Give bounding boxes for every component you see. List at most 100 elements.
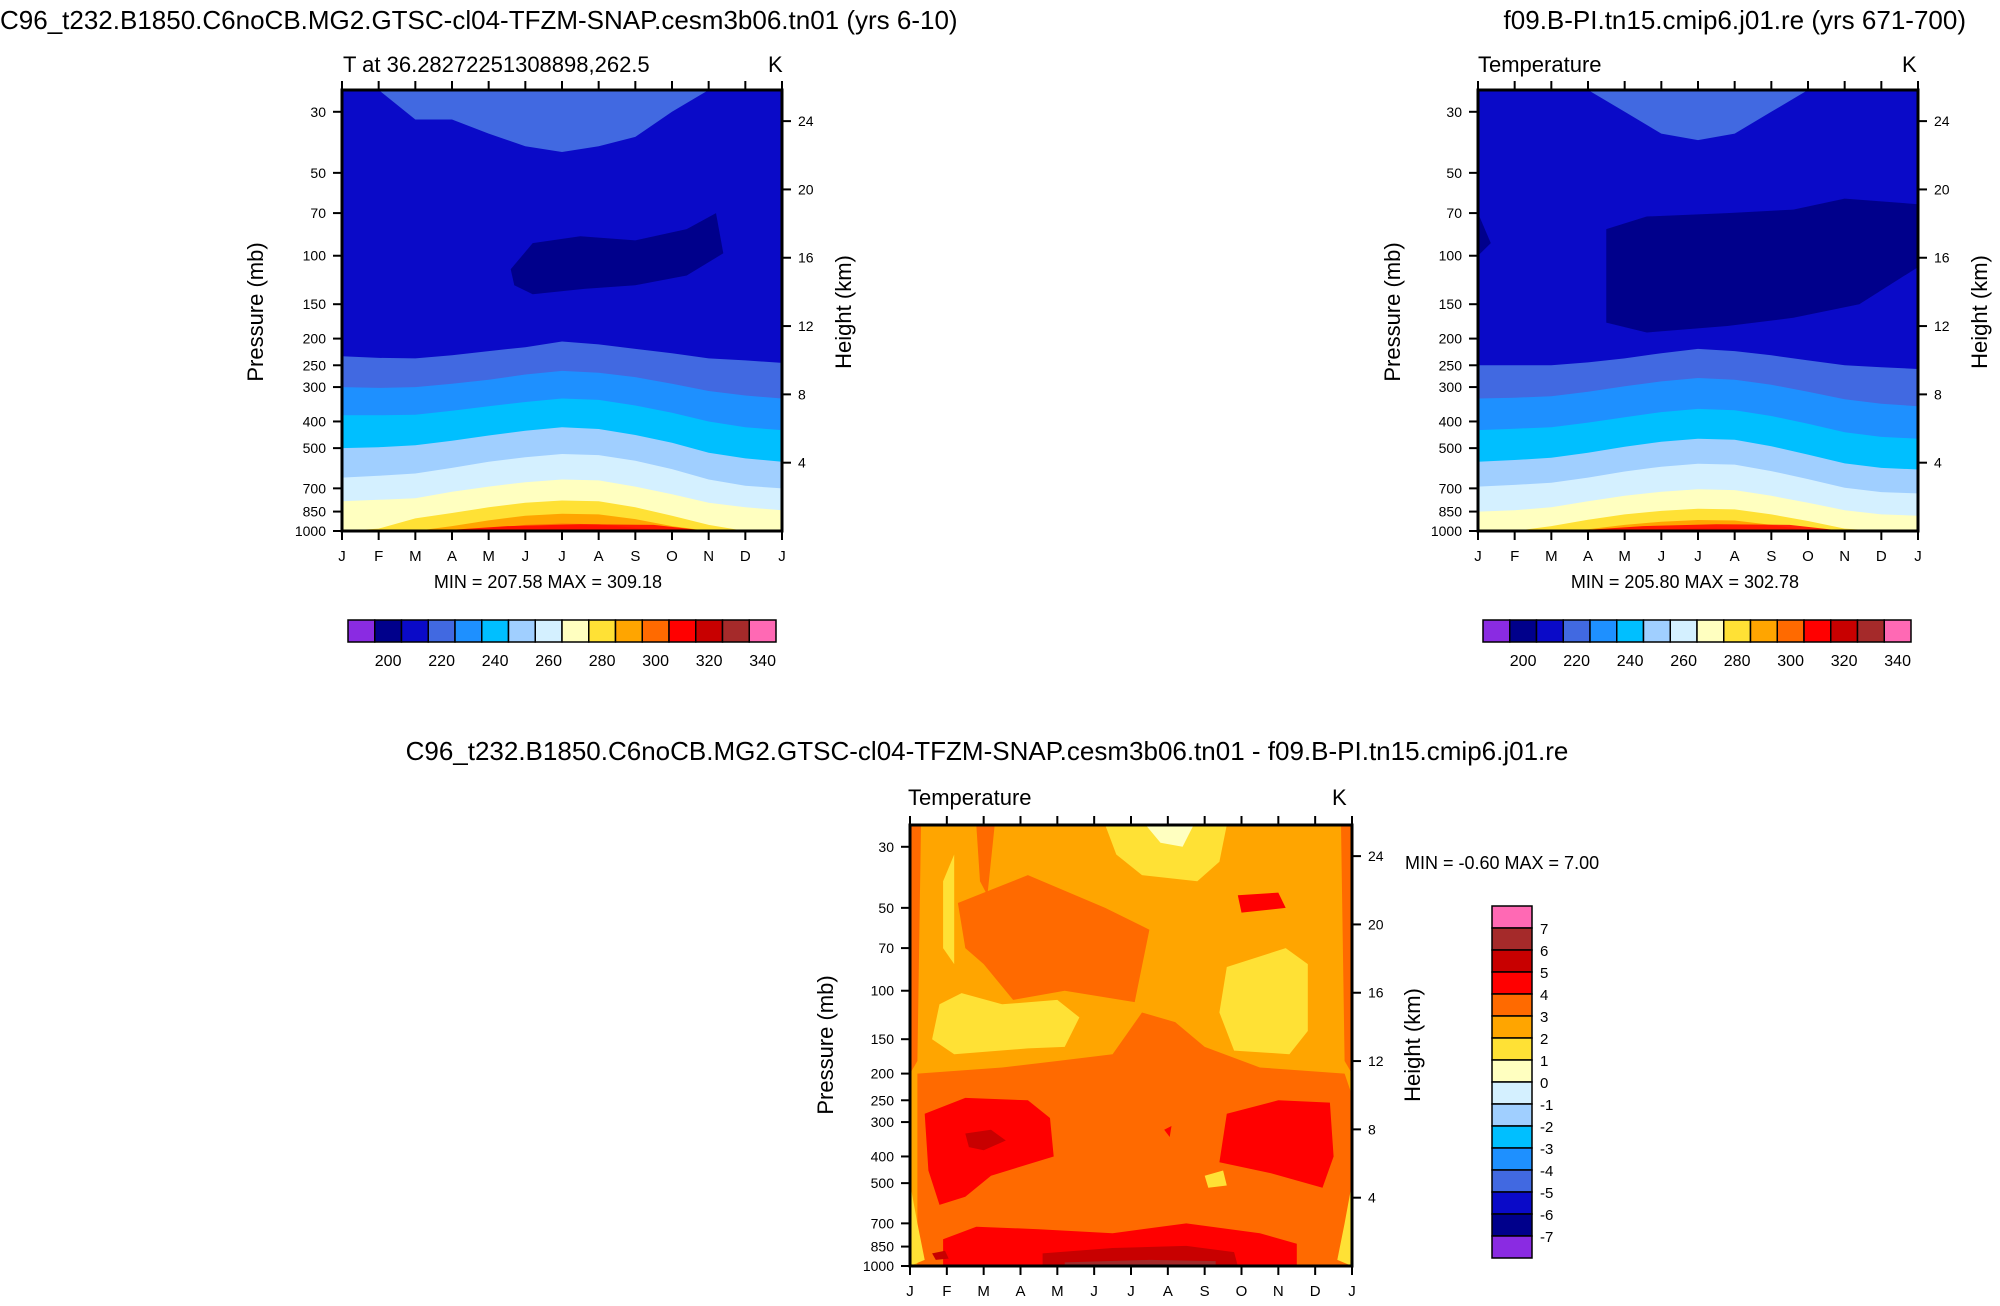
x-tick-label: F [374, 548, 383, 565]
y-right-tick-label: 20 [1934, 181, 1950, 197]
y-right-tick-label: 4 [1934, 455, 1942, 471]
colorbar-swatch [1696, 619, 1725, 643]
colorbar-label: 240 [482, 653, 509, 670]
y-tick-label: 200 [871, 1066, 895, 1082]
y-right-tick-label: 24 [1368, 848, 1384, 864]
diff-y-speck [1204, 1170, 1227, 1188]
diff-edge-left [910, 1183, 925, 1266]
colorbar-swatch [1830, 619, 1859, 643]
x-tick-label: D [1310, 1283, 1321, 1300]
panel-right-stats: MIN = 205.80 MAX = 302.78 [1571, 572, 1799, 592]
panel-diff-subtitle: Temperature [908, 785, 1032, 810]
x-tick-label: N [1839, 548, 1850, 565]
diff-r-speck [1164, 1126, 1172, 1137]
y-tick-label: 300 [303, 379, 327, 395]
x-tick-label: M [977, 1283, 990, 1300]
colorbar-swatch [1491, 1103, 1533, 1127]
y-tick-label: 850 [871, 1239, 895, 1255]
y-tick-label: 150 [303, 296, 327, 312]
panel-left-plot: J F M A M J J A S O N D J 30 50 70 100 150 200 250 300 400 500… [295, 81, 814, 565]
colorbar-swatch [1491, 1147, 1533, 1171]
x-tick-label: A [1730, 548, 1740, 565]
y-tick-label: 100 [1439, 248, 1463, 264]
y-tick-label: 1000 [295, 523, 326, 539]
colorbar-label: 7 [1540, 921, 1548, 938]
y-tick-label: 50 [310, 165, 326, 181]
x-tick-label: J [1090, 1283, 1098, 1300]
x-tick-label: A [447, 548, 457, 565]
colorbar-label: -4 [1540, 1163, 1553, 1180]
panel-right-ylabel: Pressure (mb) [1380, 242, 1405, 381]
colorbar-label: -1 [1540, 1097, 1553, 1114]
x-tick-label: A [1015, 1283, 1025, 1300]
panel-diff-plot: J F M A M J J A S O N D J 30 50 70 100 150 200 250 300 400 500… [863, 816, 1384, 1300]
x-tick-label: N [703, 548, 714, 565]
colorbar-swatch [1482, 619, 1511, 643]
x-tick-label: J [1914, 548, 1922, 565]
y-right-tick-label: 8 [1368, 1121, 1376, 1137]
diff-o3 [910, 825, 921, 1074]
colorbar-swatch [614, 619, 643, 643]
colorbar-swatch [695, 619, 724, 643]
colorbar-swatch [561, 619, 590, 643]
y-tick-label: 1000 [1431, 523, 1462, 539]
colorbar-label: -5 [1540, 1185, 1553, 1202]
colorbar-swatch [668, 619, 697, 643]
colorbar-label: 2 [1540, 1031, 1548, 1048]
diff-yellow-mid [932, 993, 1080, 1055]
colorbar-label: 220 [1563, 653, 1590, 670]
diff-brown-bottom [1064, 1259, 1216, 1266]
colorbar-swatch [1562, 619, 1591, 643]
x-tick-label: J [1658, 548, 1666, 565]
y-right-tick-label: 12 [1368, 1053, 1384, 1069]
axes: J F M A M J J A S O N D J 30 50 70 100 150 200 250 300 400 500… [1431, 81, 1950, 565]
panel-diff-ylabel-right: Height (km) [1400, 988, 1425, 1102]
y-tick-label: 400 [871, 1148, 895, 1164]
diff-r-small [1237, 892, 1286, 913]
colorbar-swatch [427, 619, 456, 643]
colorbar-swatch [748, 619, 777, 643]
y-tick-label: 400 [1439, 413, 1463, 429]
y-tick-label: 300 [1439, 379, 1463, 395]
diff-o5 [917, 1012, 1352, 1266]
colorbar-label: 3 [1540, 1009, 1548, 1026]
panel-left-stats: MIN = 207.58 MAX = 309.18 [434, 572, 662, 592]
y-tick-label: 100 [871, 983, 895, 999]
colorbar-swatch [1616, 619, 1645, 643]
panel-left: C96_t232.B1850.C6noCB.MG2.GTSC-cl04-TFZM… [0, 5, 958, 670]
colorbar-swatch [1589, 619, 1618, 643]
panel-left-ylabel: Pressure (mb) [243, 242, 268, 381]
panel-diff-colorbar: 7 6 5 4 3 2 1 0 -1 -2 -3 -4 -5 -6 -7 [1491, 905, 1553, 1259]
y-tick-label: 200 [303, 331, 327, 347]
y-tick-label: 500 [303, 440, 327, 456]
colorbar-label: 280 [1724, 653, 1751, 670]
axes: J F M A M J J A S O N D J 30 50 70 100 150 200 250 300 400 500… [295, 81, 814, 565]
x-tick-label: A [1163, 1283, 1173, 1300]
y-right-tick-label: 4 [798, 455, 806, 471]
colorbar-label: 300 [1777, 653, 1804, 670]
colorbar-label: 260 [1670, 653, 1697, 670]
y-right-tick-label: 24 [798, 113, 814, 129]
colorbar-swatch [1883, 619, 1912, 643]
colorbar-label: 0 [1540, 1075, 1548, 1092]
x-tick-label: J [906, 1283, 914, 1300]
y-right-tick-label: 12 [1934, 318, 1950, 334]
y-right-tick-label: 24 [1934, 113, 1950, 129]
colorbar-swatch [534, 619, 563, 643]
colorbar-swatch [1491, 1015, 1533, 1039]
colorbar-label: 5 [1540, 965, 1548, 982]
colorbar-label: 340 [749, 653, 776, 670]
y-right-tick-label: 20 [1368, 916, 1384, 932]
diff-dr-speck [932, 1250, 949, 1260]
x-tick-label: M [482, 548, 495, 565]
x-tick-label: M [1545, 548, 1558, 565]
colorbar-label: 200 [1510, 653, 1537, 670]
x-tick-label: J [522, 548, 530, 565]
panel-right-title: f09.B-PI.tn15.cmip6.j01.re (yrs 671-700) [1504, 5, 1966, 35]
x-tick-label: M [1051, 1283, 1064, 1300]
x-tick-label: S [1766, 548, 1776, 565]
y-right-tick-label: 16 [798, 250, 814, 266]
y-tick-label: 70 [878, 940, 894, 956]
colorbar-swatch [1491, 1081, 1533, 1105]
y-tick-label: 500 [1439, 440, 1463, 456]
